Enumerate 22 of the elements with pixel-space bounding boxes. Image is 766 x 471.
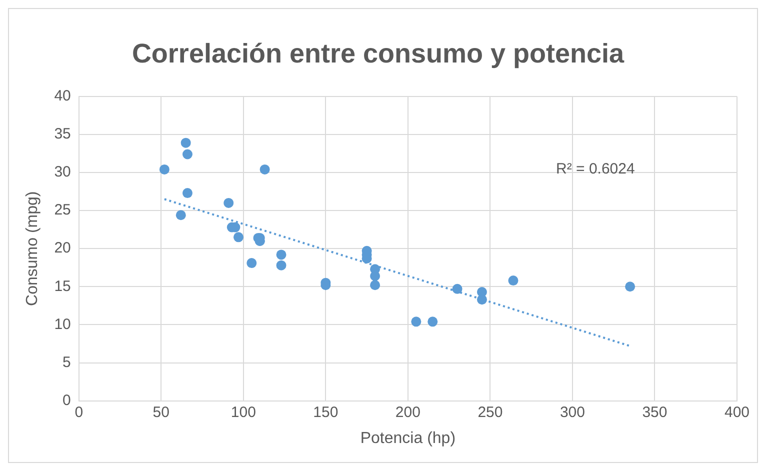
y-tick-label: 10 bbox=[54, 316, 71, 333]
y-tick-label: 25 bbox=[54, 202, 71, 219]
annotation: R² = 0.6024 bbox=[556, 160, 635, 178]
y-tick-label: 30 bbox=[54, 164, 71, 181]
y-tick-label: 15 bbox=[54, 278, 71, 295]
y-tick-label: 35 bbox=[54, 126, 71, 143]
x-tick-label: 250 bbox=[478, 404, 503, 421]
x-tick-label: 400 bbox=[724, 404, 750, 421]
y-tick-label: 0 bbox=[62, 392, 71, 409]
x-tick-label: 300 bbox=[560, 404, 585, 421]
y-axis-title: Consumo (mpg) bbox=[24, 191, 42, 306]
x-tick-label: 0 bbox=[74, 404, 84, 421]
x-axis-title: Potencia (hp) bbox=[360, 430, 456, 447]
x-tick-label: 200 bbox=[395, 404, 420, 421]
chart-title: Correlación entre consumo y potencia bbox=[132, 38, 626, 69]
y-tick-label: 20 bbox=[54, 240, 71, 257]
y-tick-label: 40 bbox=[54, 88, 71, 105]
x-tick-label: 100 bbox=[230, 404, 256, 421]
y-tick-label: 5 bbox=[62, 354, 71, 371]
x-tick-label: 150 bbox=[313, 404, 338, 421]
x-tick-label: 350 bbox=[642, 404, 668, 421]
x-tick-label: 50 bbox=[152, 404, 170, 421]
